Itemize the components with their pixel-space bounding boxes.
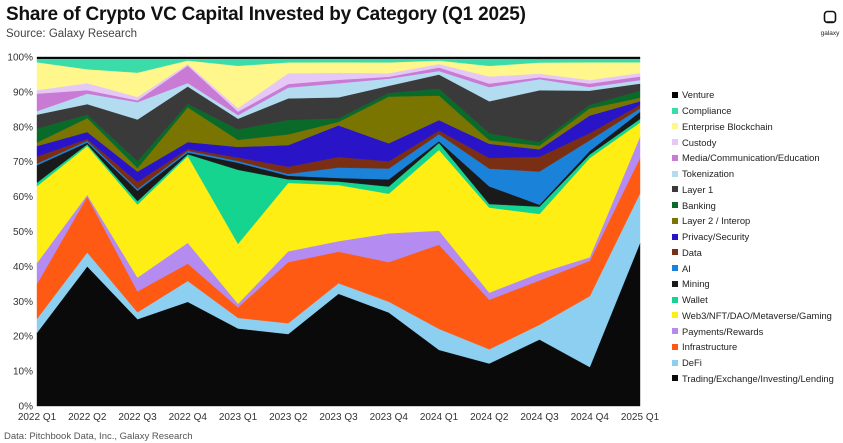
legend-label: Wallet — [682, 294, 708, 306]
galaxy-logo-text: galaxy — [820, 30, 840, 37]
legend-swatch — [672, 202, 678, 209]
legend-swatch — [672, 91, 678, 98]
x-tick-label: 2025 Q1 — [621, 412, 660, 423]
x-tick-label: 2023 Q1 — [219, 412, 258, 423]
legend-swatch — [672, 343, 678, 350]
legend-label: DeFi — [682, 357, 702, 369]
legend-swatch — [672, 217, 678, 224]
legend-swatch — [672, 280, 678, 287]
legend-swatch — [672, 107, 678, 114]
legend-label: Infrastructure — [682, 341, 738, 353]
y-tick-label: 30% — [13, 297, 33, 308]
legend-label: Web3/NFT/DAO/Metaverse/Gaming — [682, 309, 832, 321]
legend-swatch — [672, 139, 678, 146]
legend-swatch — [672, 170, 678, 177]
legend-item: DeFi — [672, 355, 834, 371]
x-tick-label: 2023 Q3 — [319, 412, 358, 423]
legend-item: Banking — [672, 197, 834, 213]
legend-swatch — [672, 265, 678, 272]
legend-item: Compliance — [672, 103, 834, 119]
y-tick-label: 80% — [13, 122, 33, 133]
x-tick-label: 2023 Q4 — [370, 412, 409, 423]
legend-item: Layer 2 / Interop — [672, 213, 834, 229]
x-tick-label: 2022 Q1 — [18, 412, 57, 423]
x-tick-label: 2024 Q2 — [470, 412, 509, 423]
x-tick-label: 2022 Q4 — [169, 412, 208, 423]
legend-item: Wallet — [672, 292, 834, 308]
y-tick-label: 70% — [13, 157, 33, 168]
legend-swatch — [672, 359, 678, 366]
legend-swatch — [672, 123, 678, 130]
y-tick-label: 10% — [13, 367, 33, 378]
legend-item: Data — [672, 245, 834, 261]
legend-swatch — [672, 312, 678, 319]
legend-item: Media/Communication/Education — [672, 150, 834, 166]
legend-item: Infrastructure — [672, 339, 834, 355]
legend-swatch — [672, 249, 678, 256]
legend-item: Custody — [672, 134, 834, 150]
chart-subtitle: Source: Galaxy Research — [6, 28, 138, 40]
y-tick-label: 0% — [19, 402, 34, 413]
legend-label: Banking — [682, 199, 716, 211]
y-tick-label: 90% — [13, 87, 33, 98]
legend-item: AI — [672, 260, 834, 276]
y-tick-label: 50% — [13, 227, 33, 238]
legend-label: Payments/Rewards — [682, 325, 764, 337]
x-tick-label: 2022 Q2 — [68, 412, 107, 423]
legend-item: Tokenization — [672, 166, 834, 182]
legend-swatch — [672, 375, 678, 382]
legend-swatch — [672, 154, 678, 161]
y-tick-label: 20% — [13, 332, 33, 343]
legend-label: Mining — [682, 278, 710, 290]
chart-title: Share of Crypto VC Capital Invested by C… — [6, 4, 526, 25]
legend-label: Compliance — [682, 105, 732, 117]
legend-label: Privacy/Security — [682, 231, 750, 243]
legend-swatch — [672, 186, 678, 193]
x-tick-label: 2024 Q1 — [420, 412, 459, 423]
legend-swatch — [672, 296, 678, 303]
legend-swatch — [672, 233, 678, 240]
legend-item: Venture — [672, 87, 834, 103]
legend-label: Layer 1 — [682, 183, 714, 195]
legend-label: Layer 2 / Interop — [682, 215, 751, 227]
x-tick-label: 2023 Q2 — [269, 412, 308, 423]
galaxy-logo-icon — [823, 10, 837, 24]
legend-label: Data — [682, 246, 702, 258]
legend-item: Layer 1 — [672, 182, 834, 198]
legend-label: Media/Communication/Education — [682, 152, 820, 164]
x-tick-label: 2022 Q3 — [118, 412, 157, 423]
x-tick-label: 2024 Q4 — [571, 412, 610, 423]
legend-item: Trading/Exchange/Investing/Lending — [672, 371, 834, 387]
data-source-footer: Data: Pitchbook Data, Inc., Galaxy Resea… — [4, 431, 193, 442]
legend-item: Privacy/Security — [672, 229, 834, 245]
x-tick-label: 2024 Q3 — [520, 412, 559, 423]
legend-label: Custody — [682, 136, 717, 148]
legend: Venture Compliance Enterprise Blockchain Cu… — [672, 87, 834, 386]
legend-label: Trading/Exchange/Investing/Lending — [682, 372, 834, 384]
legend-item: Enterprise Blockchain — [672, 119, 834, 135]
legend-label: Enterprise Blockchain — [682, 120, 773, 132]
y-tick-label: 60% — [13, 192, 33, 203]
legend-label: AI — [682, 262, 691, 274]
legend-label: Venture — [682, 89, 715, 101]
legend-swatch — [672, 328, 678, 335]
legend-label: Tokenization — [682, 168, 735, 180]
area-series-18 — [36, 56, 641, 60]
legend-item: Payments/Rewards — [672, 323, 834, 339]
y-tick-label: 40% — [13, 262, 33, 273]
y-tick-label: 100% — [7, 53, 33, 64]
legend-item: Mining — [672, 276, 834, 292]
legend-item: Web3/NFT/DAO/Metaverse/Gaming — [672, 308, 834, 324]
galaxy-logo: galaxy — [818, 10, 842, 37]
